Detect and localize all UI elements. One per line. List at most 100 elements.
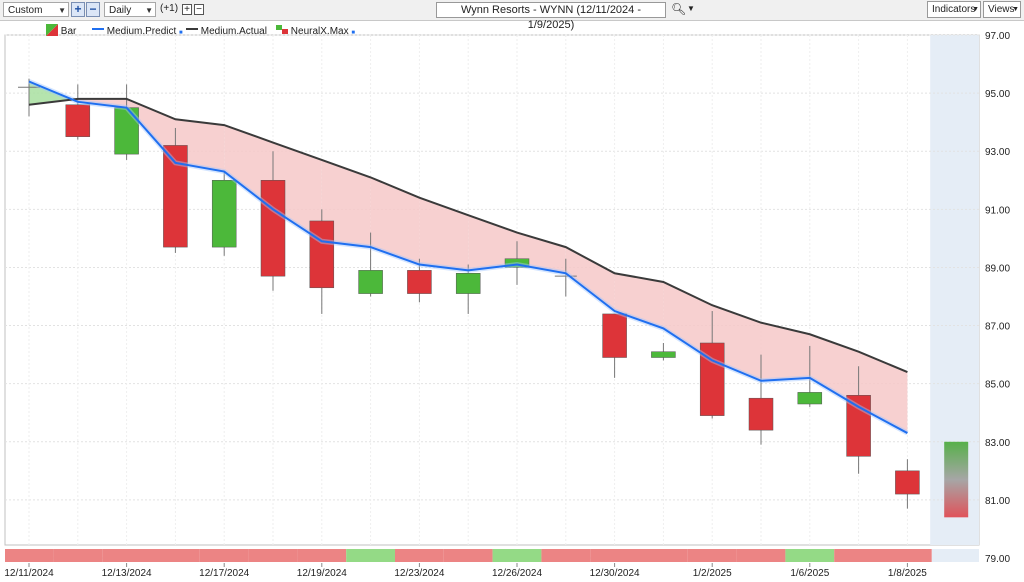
actual-line [28,97,908,373]
chevron-down-icon: ▼ [972,6,979,13]
y-tick-label: 85.00 [985,380,1010,391]
prediction-band [419,197,469,271]
signal-cell [883,549,932,562]
candle-body[interactable] [309,220,335,289]
x-tick-label: 12/23/2024 [394,568,444,579]
prediction-band [809,334,859,407]
legend-neuralx-label: NeuralX.Max [290,26,349,37]
y-tick-label: 93.00 [985,147,1010,158]
legend-predict[interactable]: Medium.Predict ■ [92,24,183,37]
signal-cell [5,549,54,562]
signal-cell [395,549,444,562]
views-label: Views [988,4,1015,15]
signal-cell [346,549,395,562]
signal-cell [639,549,688,562]
zoom-out-button[interactable]: − [86,2,100,17]
x-tick-label: 12/30/2024 [590,568,640,579]
interval-value: Daily [109,5,132,16]
preset-value: Custom [8,5,43,16]
candle-body[interactable] [846,395,871,457]
legend-bar[interactable]: Bar [46,24,76,37]
legend-predict-label: Medium.Predict [106,26,177,37]
x-tick-label: 12/26/2024 [492,568,542,579]
x-tick-label: 12/13/2024 [102,568,152,579]
signal-cell [687,549,737,562]
candle-body[interactable] [748,397,774,431]
settings-dot-icon: ■ [179,30,183,36]
offset-label: (+1) [160,3,179,14]
chevron-down-icon: ▼ [58,6,66,15]
signal-cell [736,549,786,562]
line-legend-icon [92,28,104,30]
candle-body[interactable] [407,270,432,294]
candle-body[interactable] [455,273,481,294]
prediction-band [663,281,713,361]
line-legend-icon [186,28,198,30]
signal-cell [53,549,103,562]
chevron-down-icon[interactable]: ▼ [687,4,695,13]
signal-cell [102,549,151,562]
toolbar: Custom ▼ + − Daily ▼ (+1) + − Wynn Resor… [0,0,1024,31]
predict-line [28,80,908,434]
chevron-down-icon: ▼ [1012,6,1019,13]
indicators-label: Indicators [932,4,976,15]
signal-forecast-cell [931,549,979,562]
neuralx-legend-icon [276,25,288,34]
legend-neuralx[interactable]: NeuralX.Max ■ [276,24,355,37]
signal-cell [151,549,200,562]
signal-cell [297,549,347,562]
signal-cell [443,549,493,562]
candle-body[interactable] [65,104,91,137]
legend-actual-label: Medium.Actual [200,26,267,37]
signal-cell [785,549,835,562]
y-tick-label: 95.00 [985,89,1010,100]
legend-bar-label: Bar [60,26,77,37]
chevron-down-icon: ▼ [145,6,153,15]
y-tick-label: 89.00 [985,263,1010,274]
x-tick-label: 1/8/2025 [888,568,927,579]
signal-cell [248,549,298,562]
x-tick-label: 12/17/2024 [199,568,249,579]
signal-cell [834,549,883,562]
candle-body[interactable] [211,180,237,248]
candle-body[interactable] [504,258,530,268]
x-tick-label: 1/6/2025 [790,568,829,579]
prediction-band [370,177,420,265]
prediction-band [565,247,615,312]
y-tick-label: 83.00 [985,438,1010,449]
signal-cell [541,549,591,562]
candle-body[interactable] [651,351,676,358]
zoom-in-button[interactable]: + [71,2,85,17]
offset-decrease-button[interactable]: − [194,4,204,15]
settings-dot-icon: ■ [351,30,355,36]
x-tick-label: 12/11/2024 [4,568,54,579]
x-tick-label: 1/2/2025 [693,568,732,579]
signal-cell [590,549,639,562]
offset-increase-button[interactable]: + [182,4,192,15]
views-button[interactable]: Views ▼ [983,1,1021,18]
symbol-title[interactable]: Wynn Resorts - WYNN (12/11/2024 - 1/9/20… [436,2,666,31]
price-chart[interactable]: 97.00 95.00 93.00 91.00 89.00 87.00 85.00 83.00… [0,20,1024,582]
preset-select[interactable]: Custom ▼ [3,2,69,17]
bar-legend-icon [46,24,58,36]
y-tick-label: 97.00 [985,31,1010,42]
x-tick-label: 12/19/2024 [297,568,347,579]
candle-body[interactable] [260,180,286,277]
search-icon[interactable]: 🔍︎ [671,2,687,16]
forecast-range-bar[interactable] [944,441,969,518]
signal-cell [492,549,542,562]
y-tick-label: 79.00 [985,554,1010,565]
indicators-button[interactable]: Indicators ▼ [927,1,981,18]
prediction-band [761,322,810,381]
legend-actual[interactable]: Medium.Actual [186,24,267,37]
candle-body[interactable] [163,145,188,248]
y-tick-label: 87.00 [985,322,1010,333]
candle-body[interactable] [895,470,920,495]
candle-body[interactable] [797,392,823,405]
candle-body[interactable] [602,313,627,358]
candle-body[interactable] [358,270,383,294]
y-tick-label: 91.00 [985,205,1010,216]
y-tick-label: 81.00 [985,496,1010,507]
interval-select[interactable]: Daily ▼ [104,2,156,17]
signal-cell [199,549,249,562]
